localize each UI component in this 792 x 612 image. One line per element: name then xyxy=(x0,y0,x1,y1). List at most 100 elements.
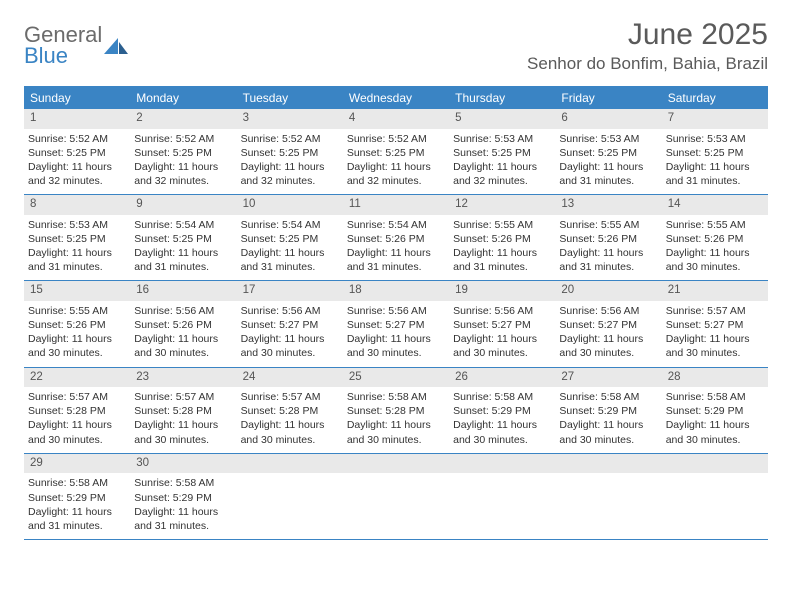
day-number: 9 xyxy=(130,195,236,215)
day-cell: 3Sunrise: 5:52 AMSunset: 5:25 PMDaylight… xyxy=(237,109,343,194)
day-cell: 24Sunrise: 5:57 AMSunset: 5:28 PMDayligh… xyxy=(237,368,343,453)
day-cell: 28Sunrise: 5:58 AMSunset: 5:29 PMDayligh… xyxy=(662,368,768,453)
day-number: 28 xyxy=(662,368,768,388)
daylight-text: Daylight: 11 hours and 30 minutes. xyxy=(453,332,551,360)
sunrise-text: Sunrise: 5:57 AM xyxy=(134,390,232,404)
day-cell: 9Sunrise: 5:54 AMSunset: 5:25 PMDaylight… xyxy=(130,195,236,280)
sunset-text: Sunset: 5:26 PM xyxy=(28,318,126,332)
day-body: Sunrise: 5:52 AMSunset: 5:25 PMDaylight:… xyxy=(343,129,449,195)
daylight-text: Daylight: 11 hours and 30 minutes. xyxy=(28,332,126,360)
day-cell: 19Sunrise: 5:56 AMSunset: 5:27 PMDayligh… xyxy=(449,281,555,366)
sunset-text: Sunset: 5:29 PM xyxy=(559,404,657,418)
sunset-text: Sunset: 5:25 PM xyxy=(134,146,232,160)
day-number: 22 xyxy=(24,368,130,388)
sunrise-text: Sunrise: 5:58 AM xyxy=(347,390,445,404)
sunset-text: Sunset: 5:28 PM xyxy=(347,404,445,418)
day-body: Sunrise: 5:56 AMSunset: 5:27 PMDaylight:… xyxy=(555,301,661,367)
day-body: Sunrise: 5:52 AMSunset: 5:25 PMDaylight:… xyxy=(237,129,343,195)
daylight-text: Daylight: 11 hours and 31 minutes. xyxy=(28,246,126,274)
day-header: Saturday xyxy=(662,87,768,109)
day-cell: 15 Sunrise: 5:55 AMSunset: 5:26 PMDayligh… xyxy=(24,281,130,366)
week-row: 22Sunrise: 5:57 AMSunset: 5:28 PMDayligh… xyxy=(24,368,768,454)
daylight-text: Daylight: 11 hours and 30 minutes. xyxy=(241,332,339,360)
day-body: Sunrise: 5:52 AMSunset: 5:25 PMDaylight:… xyxy=(24,129,130,195)
sunset-text: Sunset: 5:26 PM xyxy=(453,232,551,246)
daylight-text: Daylight: 11 hours and 30 minutes. xyxy=(666,246,764,274)
day-number: 29 xyxy=(24,454,130,474)
day-cell: 7Sunrise: 5:53 AMSunset: 5:25 PMDaylight… xyxy=(662,109,768,194)
day-number: 15 xyxy=(24,281,130,301)
day-body: Sunrise: 5:56 AMSunset: 5:26 PMDaylight:… xyxy=(130,301,236,367)
header: General Blue June 2025 Senhor do Bonfim,… xyxy=(24,18,768,74)
sunset-text: Sunset: 5:29 PM xyxy=(666,404,764,418)
day-cell: 22Sunrise: 5:57 AMSunset: 5:28 PMDayligh… xyxy=(24,368,130,453)
sunset-text: Sunset: 5:25 PM xyxy=(559,146,657,160)
daylight-text: Daylight: 11 hours and 30 minutes. xyxy=(559,418,657,446)
sunrise-text: Sunrise: 5:56 AM xyxy=(453,304,551,318)
sunrise-text: Sunrise: 5:55 AM xyxy=(559,218,657,232)
day-cell: 5Sunrise: 5:53 AMSunset: 5:25 PMDaylight… xyxy=(449,109,555,194)
sunset-text: Sunset: 5:26 PM xyxy=(134,318,232,332)
day-body: Sunrise: 5:57 AMSunset: 5:28 PMDaylight:… xyxy=(237,387,343,453)
daylight-text: Daylight: 11 hours and 31 minutes. xyxy=(28,505,126,533)
sunrise-text: Sunrise: 5:56 AM xyxy=(134,304,232,318)
location-label: Senhor do Bonfim, Bahia, Brazil xyxy=(527,54,768,74)
sunset-text: Sunset: 5:25 PM xyxy=(241,232,339,246)
month-title: June 2025 xyxy=(527,18,768,52)
day-number: 23 xyxy=(130,368,236,388)
sunrise-text: Sunrise: 5:56 AM xyxy=(559,304,657,318)
daylight-text: Daylight: 11 hours and 30 minutes. xyxy=(134,418,232,446)
day-cell: 10Sunrise: 5:54 AMSunset: 5:25 PMDayligh… xyxy=(237,195,343,280)
sunset-text: Sunset: 5:29 PM xyxy=(134,491,232,505)
day-cell: 14Sunrise: 5:55 AMSunset: 5:26 PMDayligh… xyxy=(662,195,768,280)
logo-sail-icon xyxy=(104,36,130,56)
daylight-text: Daylight: 11 hours and 31 minutes. xyxy=(559,160,657,188)
daylight-text: Daylight: 11 hours and 30 minutes. xyxy=(241,418,339,446)
day-cell: 1Sunrise: 5:52 AMSunset: 5:25 PMDaylight… xyxy=(24,109,130,194)
day-number: 17 xyxy=(237,281,343,301)
daylight-text: Daylight: 11 hours and 31 minutes. xyxy=(134,505,232,533)
day-header: Wednesday xyxy=(343,87,449,109)
day-header-row: SundayMondayTuesdayWednesdayThursdayFrid… xyxy=(24,87,768,109)
day-number: 2 xyxy=(130,109,236,129)
day-number xyxy=(449,454,555,474)
sunset-text: Sunset: 5:26 PM xyxy=(666,232,764,246)
sunrise-text: Sunrise: 5:56 AM xyxy=(241,304,339,318)
day-cell: 29Sunrise: 5:58 AMSunset: 5:29 PMDayligh… xyxy=(24,454,130,539)
sunrise-text: Sunrise: 5:52 AM xyxy=(134,132,232,146)
day-number: 24 xyxy=(237,368,343,388)
daylight-text: Daylight: 11 hours and 30 minutes. xyxy=(559,332,657,360)
daylight-text: Daylight: 11 hours and 30 minutes. xyxy=(666,332,764,360)
day-cell: 21Sunrise: 5:57 AMSunset: 5:27 PMDayligh… xyxy=(662,281,768,366)
day-body: Sunrise: 5:54 AMSunset: 5:26 PMDaylight:… xyxy=(343,215,449,281)
day-header: Friday xyxy=(555,87,661,109)
day-cell: 27Sunrise: 5:58 AMSunset: 5:29 PMDayligh… xyxy=(555,368,661,453)
day-cell: 16Sunrise: 5:56 AMSunset: 5:26 PMDayligh… xyxy=(130,281,236,366)
day-body: Sunrise: 5:58 AMSunset: 5:28 PMDaylight:… xyxy=(343,387,449,453)
day-number: 19 xyxy=(449,281,555,301)
daylight-text: Daylight: 11 hours and 32 minutes. xyxy=(453,160,551,188)
calendar: SundayMondayTuesdayWednesdayThursdayFrid… xyxy=(24,86,768,540)
daylight-text: Daylight: 11 hours and 30 minutes. xyxy=(347,418,445,446)
day-body: Sunrise: 5:58 AMSunset: 5:29 PMDaylight:… xyxy=(555,387,661,453)
daylight-text: Daylight: 11 hours and 31 minutes. xyxy=(241,246,339,274)
sunrise-text: Sunrise: 5:53 AM xyxy=(666,132,764,146)
sunrise-text: Sunrise: 5:58 AM xyxy=(559,390,657,404)
sunset-text: Sunset: 5:25 PM xyxy=(347,146,445,160)
sunrise-text: Sunrise: 5:55 AM xyxy=(28,304,126,318)
sunrise-text: Sunrise: 5:53 AM xyxy=(28,218,126,232)
sunset-text: Sunset: 5:25 PM xyxy=(28,232,126,246)
daylight-text: Daylight: 11 hours and 32 minutes. xyxy=(28,160,126,188)
day-body: Sunrise: 5:58 AMSunset: 5:29 PMDaylight:… xyxy=(130,473,236,539)
day-body: Sunrise: 5:57 AMSunset: 5:27 PMDaylight:… xyxy=(662,301,768,367)
day-body: Sunrise: 5:54 AMSunset: 5:25 PMDaylight:… xyxy=(237,215,343,281)
day-number: 12 xyxy=(449,195,555,215)
day-body: Sunrise: 5:53 AMSunset: 5:25 PMDaylight:… xyxy=(24,215,130,281)
day-number xyxy=(555,454,661,474)
sunset-text: Sunset: 5:29 PM xyxy=(28,491,126,505)
day-body: Sunrise: 5:55 AMSunset: 5:26 PMDaylight:… xyxy=(662,215,768,281)
daylight-text: Daylight: 11 hours and 30 minutes. xyxy=(347,332,445,360)
daylight-text: Daylight: 11 hours and 31 minutes. xyxy=(559,246,657,274)
sunset-text: Sunset: 5:25 PM xyxy=(666,146,764,160)
sunrise-text: Sunrise: 5:58 AM xyxy=(666,390,764,404)
